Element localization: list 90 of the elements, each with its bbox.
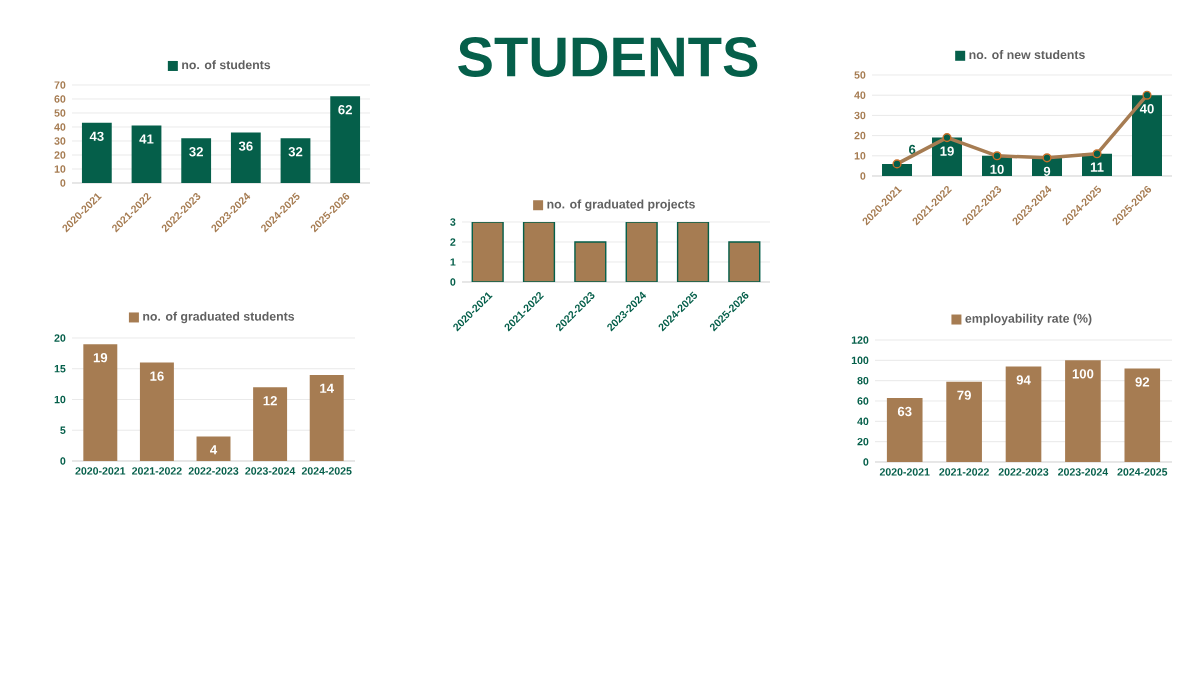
point xyxy=(992,151,1002,161)
y-tick-label: 2 xyxy=(450,238,456,246)
bar xyxy=(1065,360,1101,462)
legend-label: no. of graduated students xyxy=(143,311,295,324)
y-tick-label: 10 xyxy=(54,165,66,173)
y-tick-label: 40 xyxy=(857,417,869,426)
data-label: 12 xyxy=(263,396,277,406)
x-tick-label: 2023-2024 xyxy=(245,467,296,475)
y-tick-label: 10 xyxy=(54,395,66,404)
y-tick-label: 60 xyxy=(54,95,66,103)
y-tick-label: 10 xyxy=(854,152,866,160)
y-tick-label: 0 xyxy=(60,457,66,465)
x-tick-label: 2020-2021 xyxy=(75,467,126,475)
data-label: 11 xyxy=(1090,162,1104,172)
legend-label: no. of students xyxy=(182,60,271,70)
bar xyxy=(139,362,174,461)
data-label: 19 xyxy=(93,352,108,363)
y-tick-label: 20 xyxy=(54,334,66,342)
y-tick-label: 70 xyxy=(54,81,66,89)
bar xyxy=(886,397,923,462)
data-label: 9 xyxy=(1043,166,1051,176)
data-label: 32 xyxy=(189,147,203,157)
y-tick-label: 50 xyxy=(54,109,66,117)
data-label: 41 xyxy=(139,134,154,144)
y-tick-label: 50 xyxy=(854,71,866,79)
y-tick-label: 120 xyxy=(851,336,869,344)
legend-label: no. of new students xyxy=(969,50,1085,60)
data-label: 6 xyxy=(908,144,916,155)
data-label: 32 xyxy=(288,147,303,157)
y-tick-label: 1 xyxy=(450,258,456,266)
x-tick-label: 2024-2025 xyxy=(1117,468,1168,476)
legend-label: employability rate (%) xyxy=(965,313,1092,326)
bar xyxy=(83,344,118,461)
y-tick-label: 30 xyxy=(54,137,66,145)
point xyxy=(1042,153,1052,163)
data-label: 94 xyxy=(1016,375,1031,385)
point xyxy=(1142,90,1152,100)
y-tick-label: 100 xyxy=(851,356,869,365)
data-label: 92 xyxy=(1135,377,1150,387)
y-tick-label: 40 xyxy=(854,91,866,99)
y-tick-label: 60 xyxy=(857,397,869,405)
data-label: 10 xyxy=(990,164,1004,174)
bar xyxy=(131,125,162,183)
data-label: 62 xyxy=(338,105,352,115)
data-label: 19 xyxy=(940,146,954,156)
data-label: 63 xyxy=(897,406,912,417)
y-tick-label: 80 xyxy=(857,376,869,385)
data-label: 100 xyxy=(1072,369,1094,379)
y-tick-label: 40 xyxy=(54,123,66,131)
y-tick-label: 20 xyxy=(854,131,866,140)
bar xyxy=(196,436,231,461)
x-tick-label: 2022-2023 xyxy=(188,467,239,475)
data-label: 14 xyxy=(320,383,334,393)
y-tick-label: 0 xyxy=(450,278,456,286)
y-tick-label: 20 xyxy=(54,151,66,159)
x-tick-label: 2023-2024 xyxy=(1058,468,1109,476)
bar xyxy=(1005,366,1042,462)
y-tick-label: 30 xyxy=(854,111,866,120)
point xyxy=(942,133,952,143)
y-tick-label: 0 xyxy=(863,458,869,466)
data-label: 16 xyxy=(150,371,164,381)
bar xyxy=(946,381,982,462)
bar xyxy=(81,122,112,183)
y-tick-label: 5 xyxy=(60,426,66,434)
point xyxy=(1092,149,1102,159)
data-label: 40 xyxy=(1139,104,1154,114)
data-label: 4 xyxy=(210,445,218,455)
x-tick-label: 2024-2025 xyxy=(301,467,352,475)
point xyxy=(892,159,902,169)
text: STUDENTS xyxy=(458,37,758,77)
data-label: 79 xyxy=(957,390,971,400)
bar xyxy=(181,138,212,183)
y-tick-label: 15 xyxy=(54,365,66,373)
bar xyxy=(253,387,288,461)
y-tick-label: 3 xyxy=(450,218,456,226)
bar xyxy=(230,132,261,183)
x-tick-label: 2020-2021 xyxy=(879,468,930,476)
x-tick-label: 2021-2022 xyxy=(939,468,989,476)
x-tick-label: 2021-2022 xyxy=(132,467,182,475)
bar xyxy=(1124,368,1161,462)
y-tick-label: 0 xyxy=(860,172,866,180)
bar xyxy=(309,374,344,461)
data-label: 43 xyxy=(89,131,104,141)
bar xyxy=(330,96,361,183)
y-tick-label: 20 xyxy=(857,437,869,446)
y-tick-label: 0 xyxy=(60,179,66,187)
x-tick-label: 2022-2023 xyxy=(998,468,1049,476)
bar xyxy=(280,138,311,183)
data-label: 36 xyxy=(238,141,253,151)
legend-label: no. of graduated projects xyxy=(547,199,695,211)
